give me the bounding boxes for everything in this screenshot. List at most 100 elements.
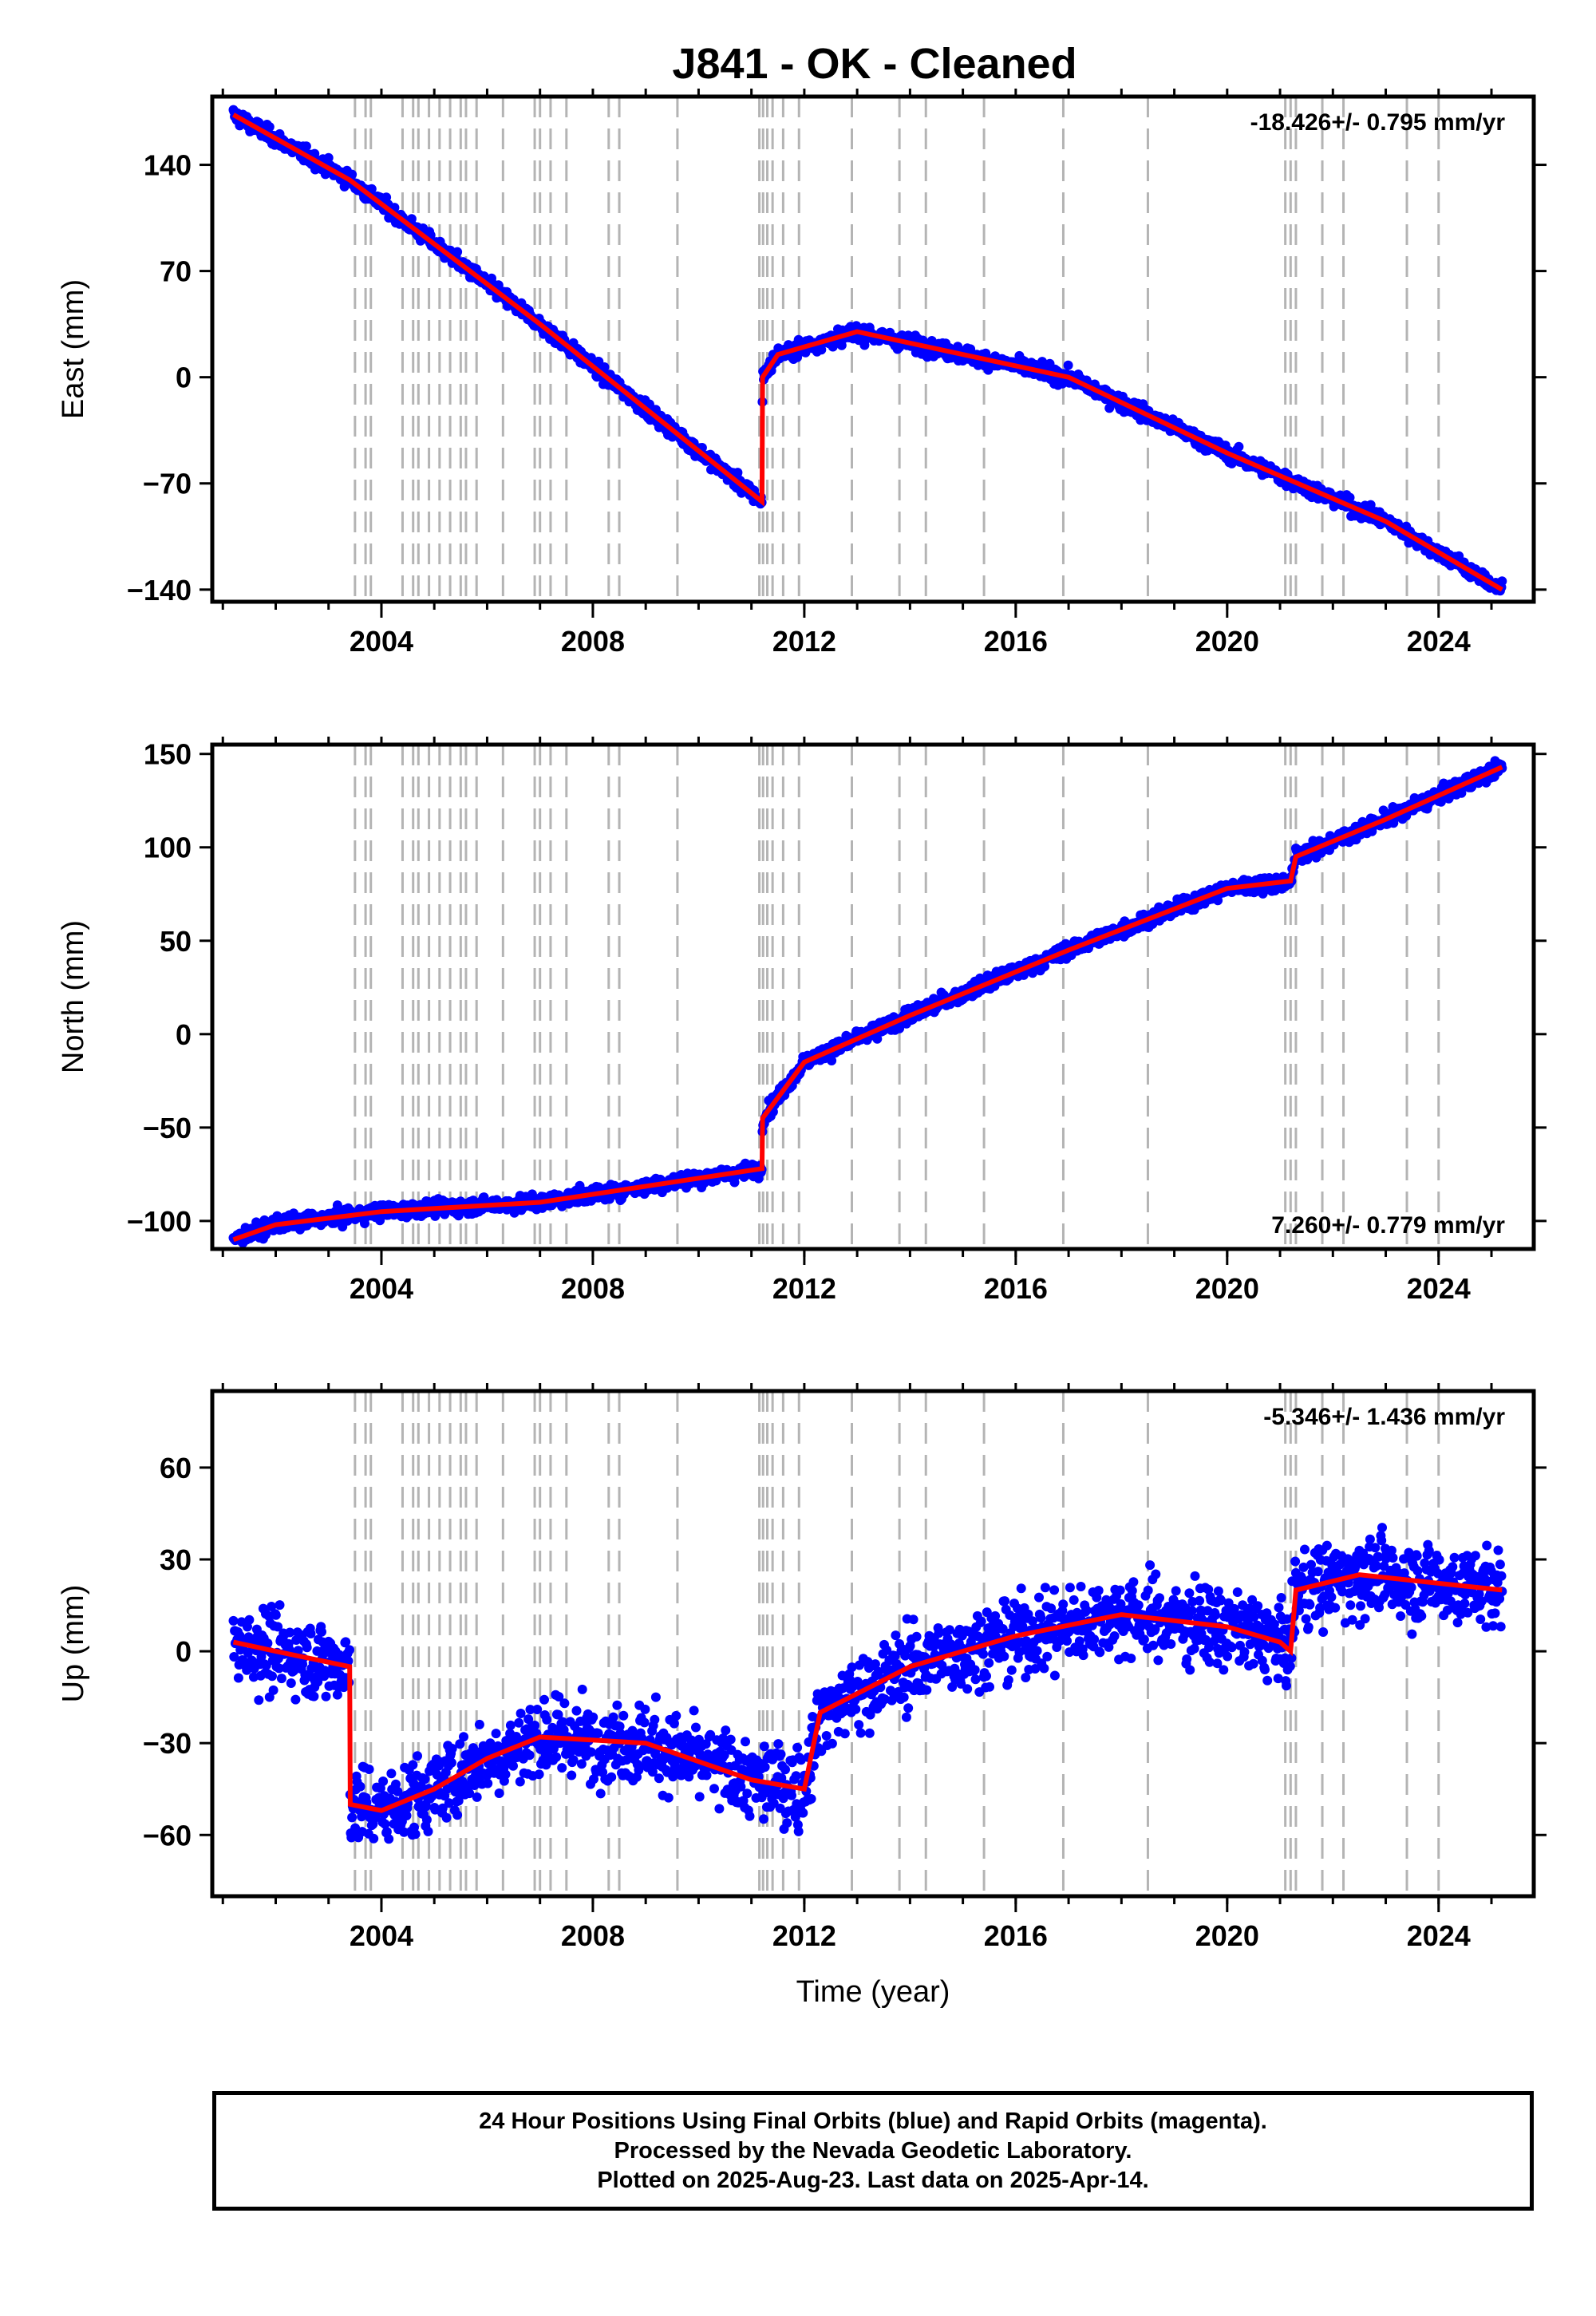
data-point: [508, 1761, 518, 1771]
data-points: [228, 105, 1507, 596]
data-point: [516, 1709, 526, 1718]
x-tick-label: 2020: [1195, 1272, 1259, 1305]
y-axis-label: North (mm): [57, 920, 90, 1073]
y-tick-label: 0: [176, 1018, 192, 1051]
data-point: [558, 1717, 567, 1727]
data-point: [332, 1690, 342, 1700]
x-tick-label: 2004: [350, 625, 413, 658]
data-point: [243, 1648, 253, 1658]
data-point: [612, 1700, 622, 1710]
data-point: [576, 1759, 587, 1769]
y-tick-label: 70: [160, 255, 192, 288]
data-point: [323, 152, 334, 163]
data-point: [321, 1691, 331, 1701]
data-point: [264, 122, 275, 132]
data-point: [256, 1651, 267, 1662]
data-point: [530, 1721, 540, 1730]
x-tick-label: 2016: [984, 1272, 1048, 1305]
data-point: [827, 1056, 837, 1065]
data-point: [452, 247, 463, 257]
data-point: [577, 1684, 587, 1694]
data-point: [474, 1719, 484, 1729]
x-tick-label: 2004: [350, 1272, 413, 1305]
data-point: [393, 1786, 403, 1796]
y-tick-label: 150: [144, 738, 192, 771]
data-point: [345, 1645, 354, 1655]
data-point: [384, 1834, 394, 1844]
data-point: [559, 1698, 570, 1709]
data-point: [267, 1671, 277, 1682]
data-point: [669, 1718, 679, 1729]
data-point: [647, 1767, 658, 1777]
data-point: [595, 1788, 606, 1799]
data-point: [571, 1705, 582, 1716]
data-point: [459, 1732, 468, 1742]
data-point: [515, 1777, 525, 1787]
data-point: [639, 1717, 650, 1728]
data-point: [1345, 492, 1355, 503]
figure-title: J841 - OK - Cleaned: [672, 40, 1077, 88]
data-point: [441, 1812, 452, 1823]
data-point: [491, 1729, 501, 1739]
data-point: [273, 1622, 283, 1632]
data-point: [650, 1692, 661, 1702]
plot-frame: [210, 94, 1536, 604]
data-point: [380, 1819, 390, 1829]
data-point: [557, 1763, 567, 1773]
data-point: [228, 1615, 239, 1626]
data-point: [1497, 576, 1507, 587]
data-point: [347, 169, 358, 180]
data-point: [369, 1833, 379, 1844]
data-point: [593, 1728, 603, 1738]
data-point: [532, 1705, 543, 1714]
data-point: [634, 1765, 644, 1775]
data-point: [872, 1034, 883, 1044]
data-point: [421, 1815, 432, 1825]
data-point: [551, 1752, 562, 1762]
x-tick-label: 2008: [561, 625, 625, 658]
data-point: [343, 1656, 354, 1666]
data-point: [567, 1770, 577, 1780]
data-point: [301, 141, 311, 152]
data-point: [599, 362, 610, 372]
model-line: [232, 765, 1503, 1243]
plot-frame: [210, 742, 1536, 1251]
x-tick-label: 2008: [561, 1272, 625, 1305]
data-point: [444, 1798, 454, 1808]
y-axis-label: East (mm): [57, 279, 90, 419]
data-point: [455, 1739, 465, 1749]
data-point: [401, 1811, 412, 1820]
x-tick-label: 2016: [984, 625, 1048, 658]
rate-label: -18.426+/- 0.795 mm/yr: [1250, 109, 1506, 136]
data-point: [618, 1710, 629, 1721]
data-point: [953, 342, 963, 352]
data-point: [568, 1755, 579, 1765]
data-point: [423, 1826, 433, 1836]
data-point: [588, 1712, 598, 1722]
x-tick-label: 2012: [772, 1272, 836, 1305]
data-point: [447, 1744, 457, 1753]
data-point: [608, 1712, 618, 1722]
data-point: [341, 1637, 351, 1647]
data-point: [306, 1629, 316, 1638]
data-point: [302, 1642, 312, 1653]
data-point: [437, 1803, 448, 1813]
data-point: [483, 1778, 493, 1788]
x-tick-label: 2024: [1407, 625, 1471, 658]
data-point: [554, 1692, 564, 1701]
data-point: [553, 1709, 563, 1720]
x-tick-label: 2020: [1195, 625, 1259, 658]
data-point: [654, 1773, 664, 1784]
data-point: [525, 1705, 535, 1715]
data-point: [399, 1827, 409, 1837]
data-point: [293, 1646, 303, 1656]
data-point: [464, 1788, 475, 1799]
data-point: [408, 1760, 418, 1770]
data-point: [421, 1801, 432, 1812]
data-points: [228, 756, 1507, 1248]
data-point: [386, 1769, 397, 1779]
data-point: [500, 1769, 511, 1780]
